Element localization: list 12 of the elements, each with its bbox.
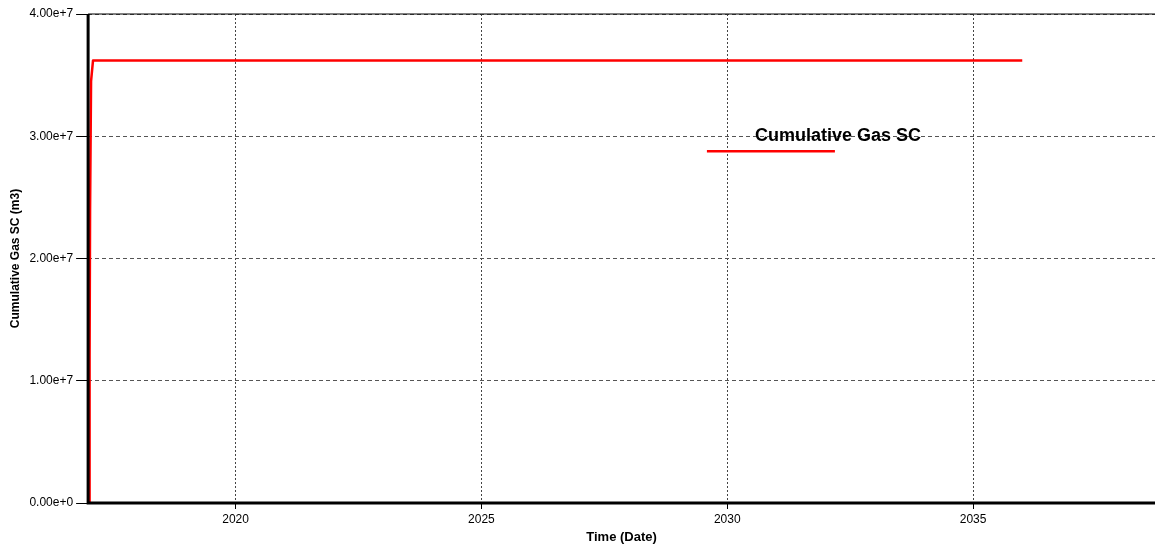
text: Cumulative Gas SC [754, 125, 921, 146]
x-tick-label: 2020 [222, 511, 250, 526]
y-tick-label: 4.00e+7 [29, 6, 74, 21]
y-tick-label: 2.00e+7 [29, 250, 74, 265]
x-tick-label: 2035 [959, 511, 987, 526]
y-tick-label: 3.00e+7 [29, 128, 74, 143]
y-tick-label: 0.00e+0 [29, 495, 74, 510]
x-tick-label: 2025 [468, 511, 496, 526]
y-axis-title: Cumulative Gas SC (m3) [7, 188, 22, 329]
x-tick-label: 2030 [713, 511, 741, 526]
y-tick-label: 1.00e+7 [29, 373, 74, 388]
x-axis-title: Time (Date) [586, 528, 657, 544]
